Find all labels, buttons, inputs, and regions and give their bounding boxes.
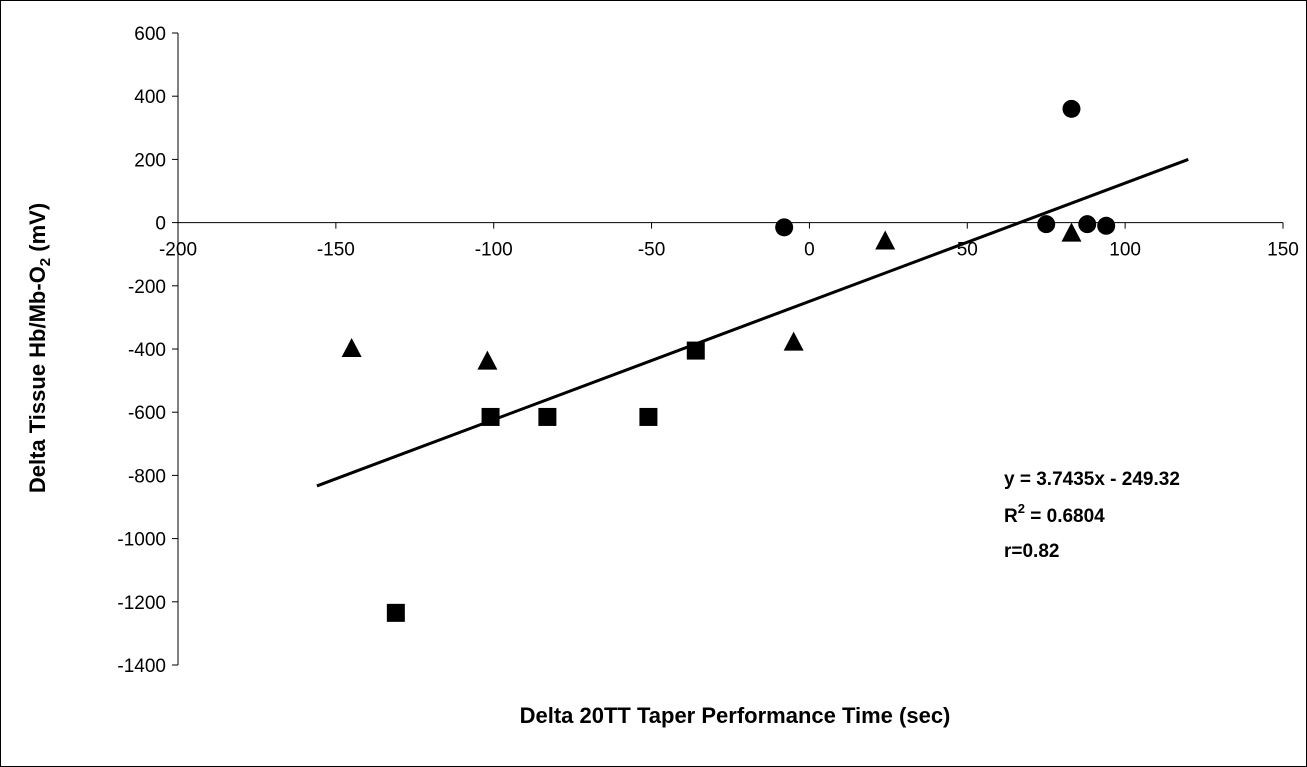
circle-point (1078, 215, 1097, 234)
y-tick-label: -400 (128, 340, 166, 361)
triangle-point (341, 338, 362, 357)
circle-point (1097, 216, 1116, 235)
x-axis-title: Delta 20TT Taper Performance Time (sec) (520, 703, 951, 728)
points-layer (341, 99, 1116, 622)
r-squared-prefix: R (1004, 506, 1018, 527)
x-tick-label: -200 (159, 240, 197, 261)
trendline-annotation: y = 3.7435x - 249.32 R2 = 0.6804 r=0.82 (1004, 469, 1180, 562)
y-tick-label: 200 (134, 150, 166, 171)
y-axis-title-main: Delta Tissue Hb/Mb-O (25, 266, 50, 493)
circle-point (1062, 99, 1081, 118)
y-tick-label: -1200 (117, 593, 166, 614)
trendline-layer (316, 158, 1189, 488)
triangle-point (477, 350, 498, 370)
x-tick-label: 150 (1267, 240, 1299, 261)
y-axis-title-unit: (mV) (25, 203, 50, 258)
square-point (639, 407, 658, 426)
square-point (538, 407, 557, 426)
ticks-layer: 6004002000-200-400-600-800-1000-1200-140… (117, 24, 1298, 677)
y-tick-label: 0 (155, 214, 166, 235)
y-tick-label: -1000 (117, 530, 166, 551)
x-tick-label: 100 (1109, 240, 1141, 261)
axes-layer (177, 33, 1283, 665)
square-point (686, 341, 705, 360)
trendline (316, 158, 1189, 488)
y-axis-title-subscript: 2 (37, 258, 54, 266)
y-axis-title: Delta Tissue Hb/Mb-O2 (mV) (25, 203, 54, 493)
circle-point (1037, 215, 1056, 234)
trendline-equation: y = 3.7435x - 249.32 (1004, 469, 1180, 490)
correlation-label: r=0.82 (1004, 541, 1059, 562)
r-squared-label: R2 = 0.6804 (1004, 501, 1105, 527)
y-tick-label: -200 (128, 277, 166, 298)
triangle-point (1061, 222, 1082, 242)
r-squared-value: = 0.6804 (1025, 506, 1105, 527)
x-tick-label: -150 (317, 240, 355, 261)
y-tick-label: -1400 (117, 656, 166, 677)
circle-point (775, 218, 794, 237)
r-squared-superscript: 2 (1018, 501, 1025, 516)
x-tick-label: 0 (804, 240, 815, 261)
x-tick-label: -100 (475, 240, 513, 261)
triangle-point (783, 331, 804, 351)
x-tick-label: -50 (638, 240, 665, 261)
square-point (481, 407, 500, 426)
triangle-point (875, 230, 896, 250)
y-tick-label: -600 (128, 403, 166, 424)
y-tick-label: 400 (134, 87, 166, 108)
y-tick-label: 600 (134, 24, 166, 45)
square-point (386, 603, 405, 622)
y-tick-label: -800 (128, 466, 166, 487)
